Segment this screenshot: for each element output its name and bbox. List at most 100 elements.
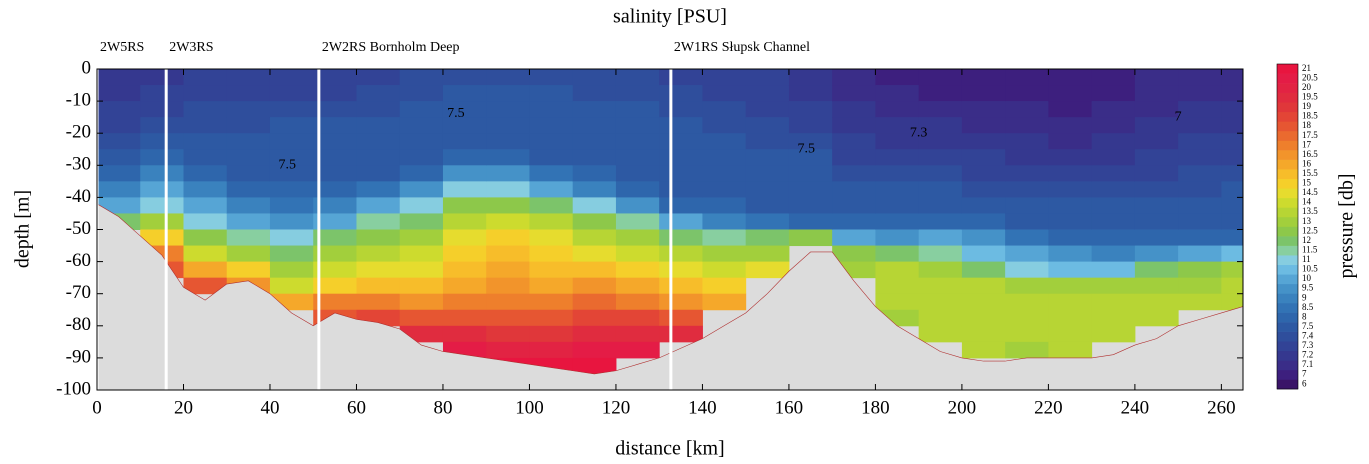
salinity-cell [183, 277, 228, 295]
salinity-cell [97, 69, 141, 86]
contour-label: 7.5 [797, 141, 815, 156]
colorbar-tick-label: 9 [1302, 292, 1307, 302]
colorbar-tick-label: 19 [1302, 101, 1312, 111]
salinity-cell [572, 165, 617, 182]
x-tick-label: 160 [775, 397, 804, 418]
salinity-cell [659, 197, 703, 214]
salinity-cell [961, 341, 1006, 359]
salinity-cell [961, 325, 1006, 343]
colorbar-swatch [1277, 255, 1298, 266]
salinity-cell [918, 325, 963, 343]
colorbar-swatch [1277, 331, 1298, 342]
salinity-cell [442, 149, 487, 166]
colorbar-swatch [1277, 216, 1298, 227]
colorbar-swatch [1277, 178, 1298, 189]
salinity-cell [745, 85, 790, 102]
salinity-cell [918, 293, 963, 311]
salinity-cell [1091, 69, 1136, 86]
x-tick-label: 0 [92, 397, 102, 418]
salinity-cell [313, 165, 357, 182]
salinity-cell [1005, 117, 1049, 134]
x-tick-label: 40 [260, 397, 279, 418]
salinity-cell [1005, 101, 1049, 118]
contour-label: 7.5 [279, 158, 297, 173]
salinity-cell [399, 69, 444, 86]
salinity-cell [1048, 101, 1093, 118]
salinity-cell [875, 261, 920, 279]
salinity-cell [313, 117, 357, 134]
salinity-cell [918, 101, 963, 118]
salinity-cell [140, 133, 184, 150]
salinity-cell [529, 197, 574, 214]
salinity-cell [442, 277, 487, 295]
salinity-cell [702, 181, 747, 198]
colorbar-swatch [1277, 341, 1298, 352]
salinity-cell [961, 181, 1006, 198]
salinity-cell [97, 101, 141, 118]
colorbar-swatch [1277, 140, 1298, 151]
contour-label: 7 [1175, 109, 1182, 124]
salinity-cell [702, 197, 747, 214]
salinity-cell [356, 277, 401, 295]
salinity-cell [529, 213, 574, 230]
salinity-cell [832, 197, 876, 214]
colorbar-tick-label: 10 [1302, 273, 1312, 283]
salinity-cell [269, 277, 314, 295]
salinity-cell [659, 69, 703, 86]
salinity-cell [1048, 197, 1093, 214]
salinity-cell [356, 181, 401, 198]
salinity-cell [399, 229, 444, 247]
colorbar-swatch [1277, 159, 1298, 170]
station-label: 2W1RS Słupsk Channel [674, 40, 810, 55]
salinity-cell [1005, 277, 1049, 295]
salinity-cell [486, 213, 530, 230]
salinity-cell [832, 117, 876, 134]
salinity-cell [1221, 149, 1244, 166]
salinity-cell [1134, 229, 1179, 247]
salinity-cell [615, 85, 660, 102]
colorbar-tick-label: 17.5 [1302, 130, 1318, 140]
colorbar-tick-label: 20 [1302, 82, 1312, 92]
salinity-cell [1221, 245, 1244, 263]
salinity-cell [486, 165, 530, 182]
salinity-cell [1091, 277, 1136, 295]
salinity-cell [615, 245, 660, 263]
salinity-cell [442, 261, 487, 279]
salinity-cell [442, 69, 487, 86]
salinity-cell [226, 229, 271, 247]
salinity-cell [356, 245, 401, 263]
salinity-cell [226, 69, 271, 86]
salinity-cell [1134, 117, 1179, 134]
x-tick-label: 200 [948, 397, 977, 418]
colorbar-tick-label: 13.5 [1302, 206, 1318, 216]
y-axis-label: depth [m] [12, 190, 34, 268]
salinity-cell [1221, 293, 1244, 311]
colorbar-swatch [1277, 188, 1298, 199]
colorbar-swatch [1277, 236, 1298, 246]
y-tick-label: -20 [66, 122, 91, 143]
salinity-cell [1134, 213, 1179, 230]
salinity-cell [486, 309, 530, 327]
salinity-cell [529, 277, 574, 295]
colorbar-tick-label: 21 [1302, 63, 1311, 73]
colorbar-tick-label: 7.4 [1302, 330, 1314, 340]
salinity-cell [183, 197, 228, 214]
salinity-cell [1178, 229, 1222, 247]
y-tick-label: -90 [66, 346, 91, 367]
salinity-cell [1048, 85, 1093, 102]
x-tick-label: 60 [347, 397, 366, 418]
salinity-cell [918, 245, 963, 263]
salinity-cell [97, 165, 141, 182]
salinity-cell [442, 325, 487, 343]
salinity-cell [702, 213, 747, 230]
salinity-cell [226, 85, 271, 102]
salinity-cell [399, 213, 444, 230]
colorbar-tick-label: 13 [1302, 216, 1312, 226]
salinity-cell [529, 165, 574, 182]
salinity-cell [832, 181, 876, 198]
salinity-cell [918, 117, 963, 134]
salinity-cell [1221, 69, 1244, 86]
salinity-cell [875, 229, 920, 247]
salinity-cell [1048, 229, 1093, 247]
